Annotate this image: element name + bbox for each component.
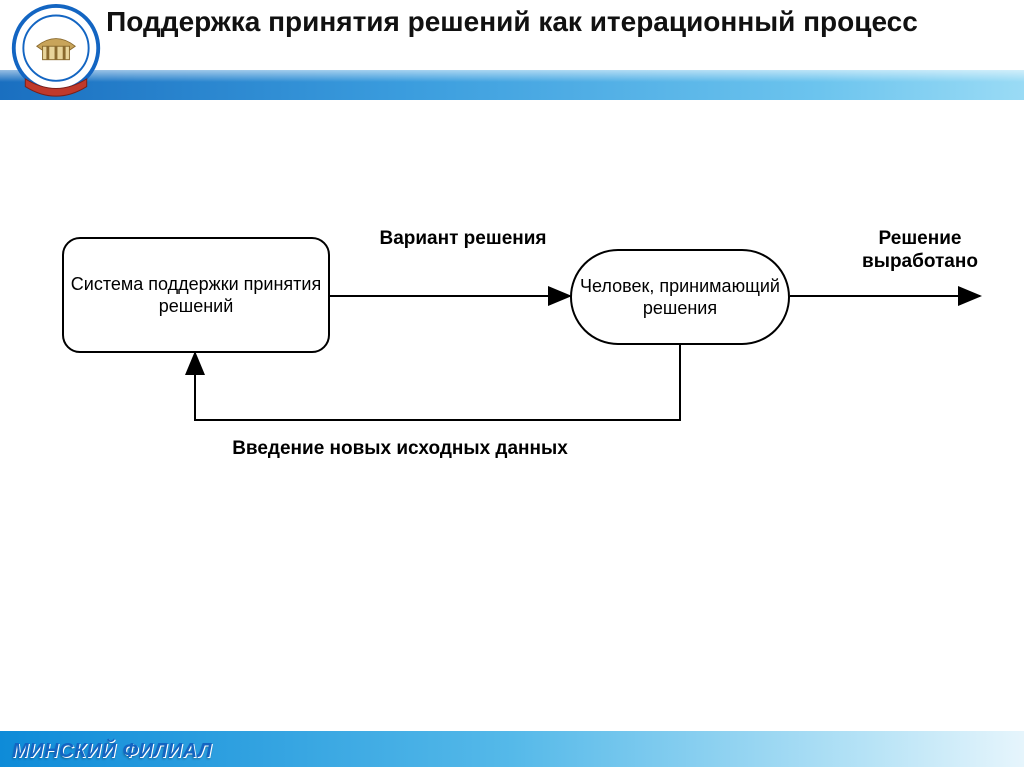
node-decision-maker: Человек, принимающий решения: [570, 249, 790, 345]
edge-label-option: Вариант решения: [368, 228, 558, 251]
node-decision-support-system: Система поддержки принятия решений: [62, 237, 330, 353]
edge-label-result: Решение выработано: [830, 228, 1010, 274]
footer-text: МИНСКИЙ ФИЛИАЛ: [12, 740, 212, 763]
slide: Поддержка принятия решений как итерацион…: [0, 0, 1024, 767]
flowchart: Система поддержки принятия решений Челов…: [0, 0, 1024, 767]
edge-label-feedback: Введение новых исходных данных: [210, 438, 590, 461]
flowchart-arrows: [0, 0, 1024, 767]
